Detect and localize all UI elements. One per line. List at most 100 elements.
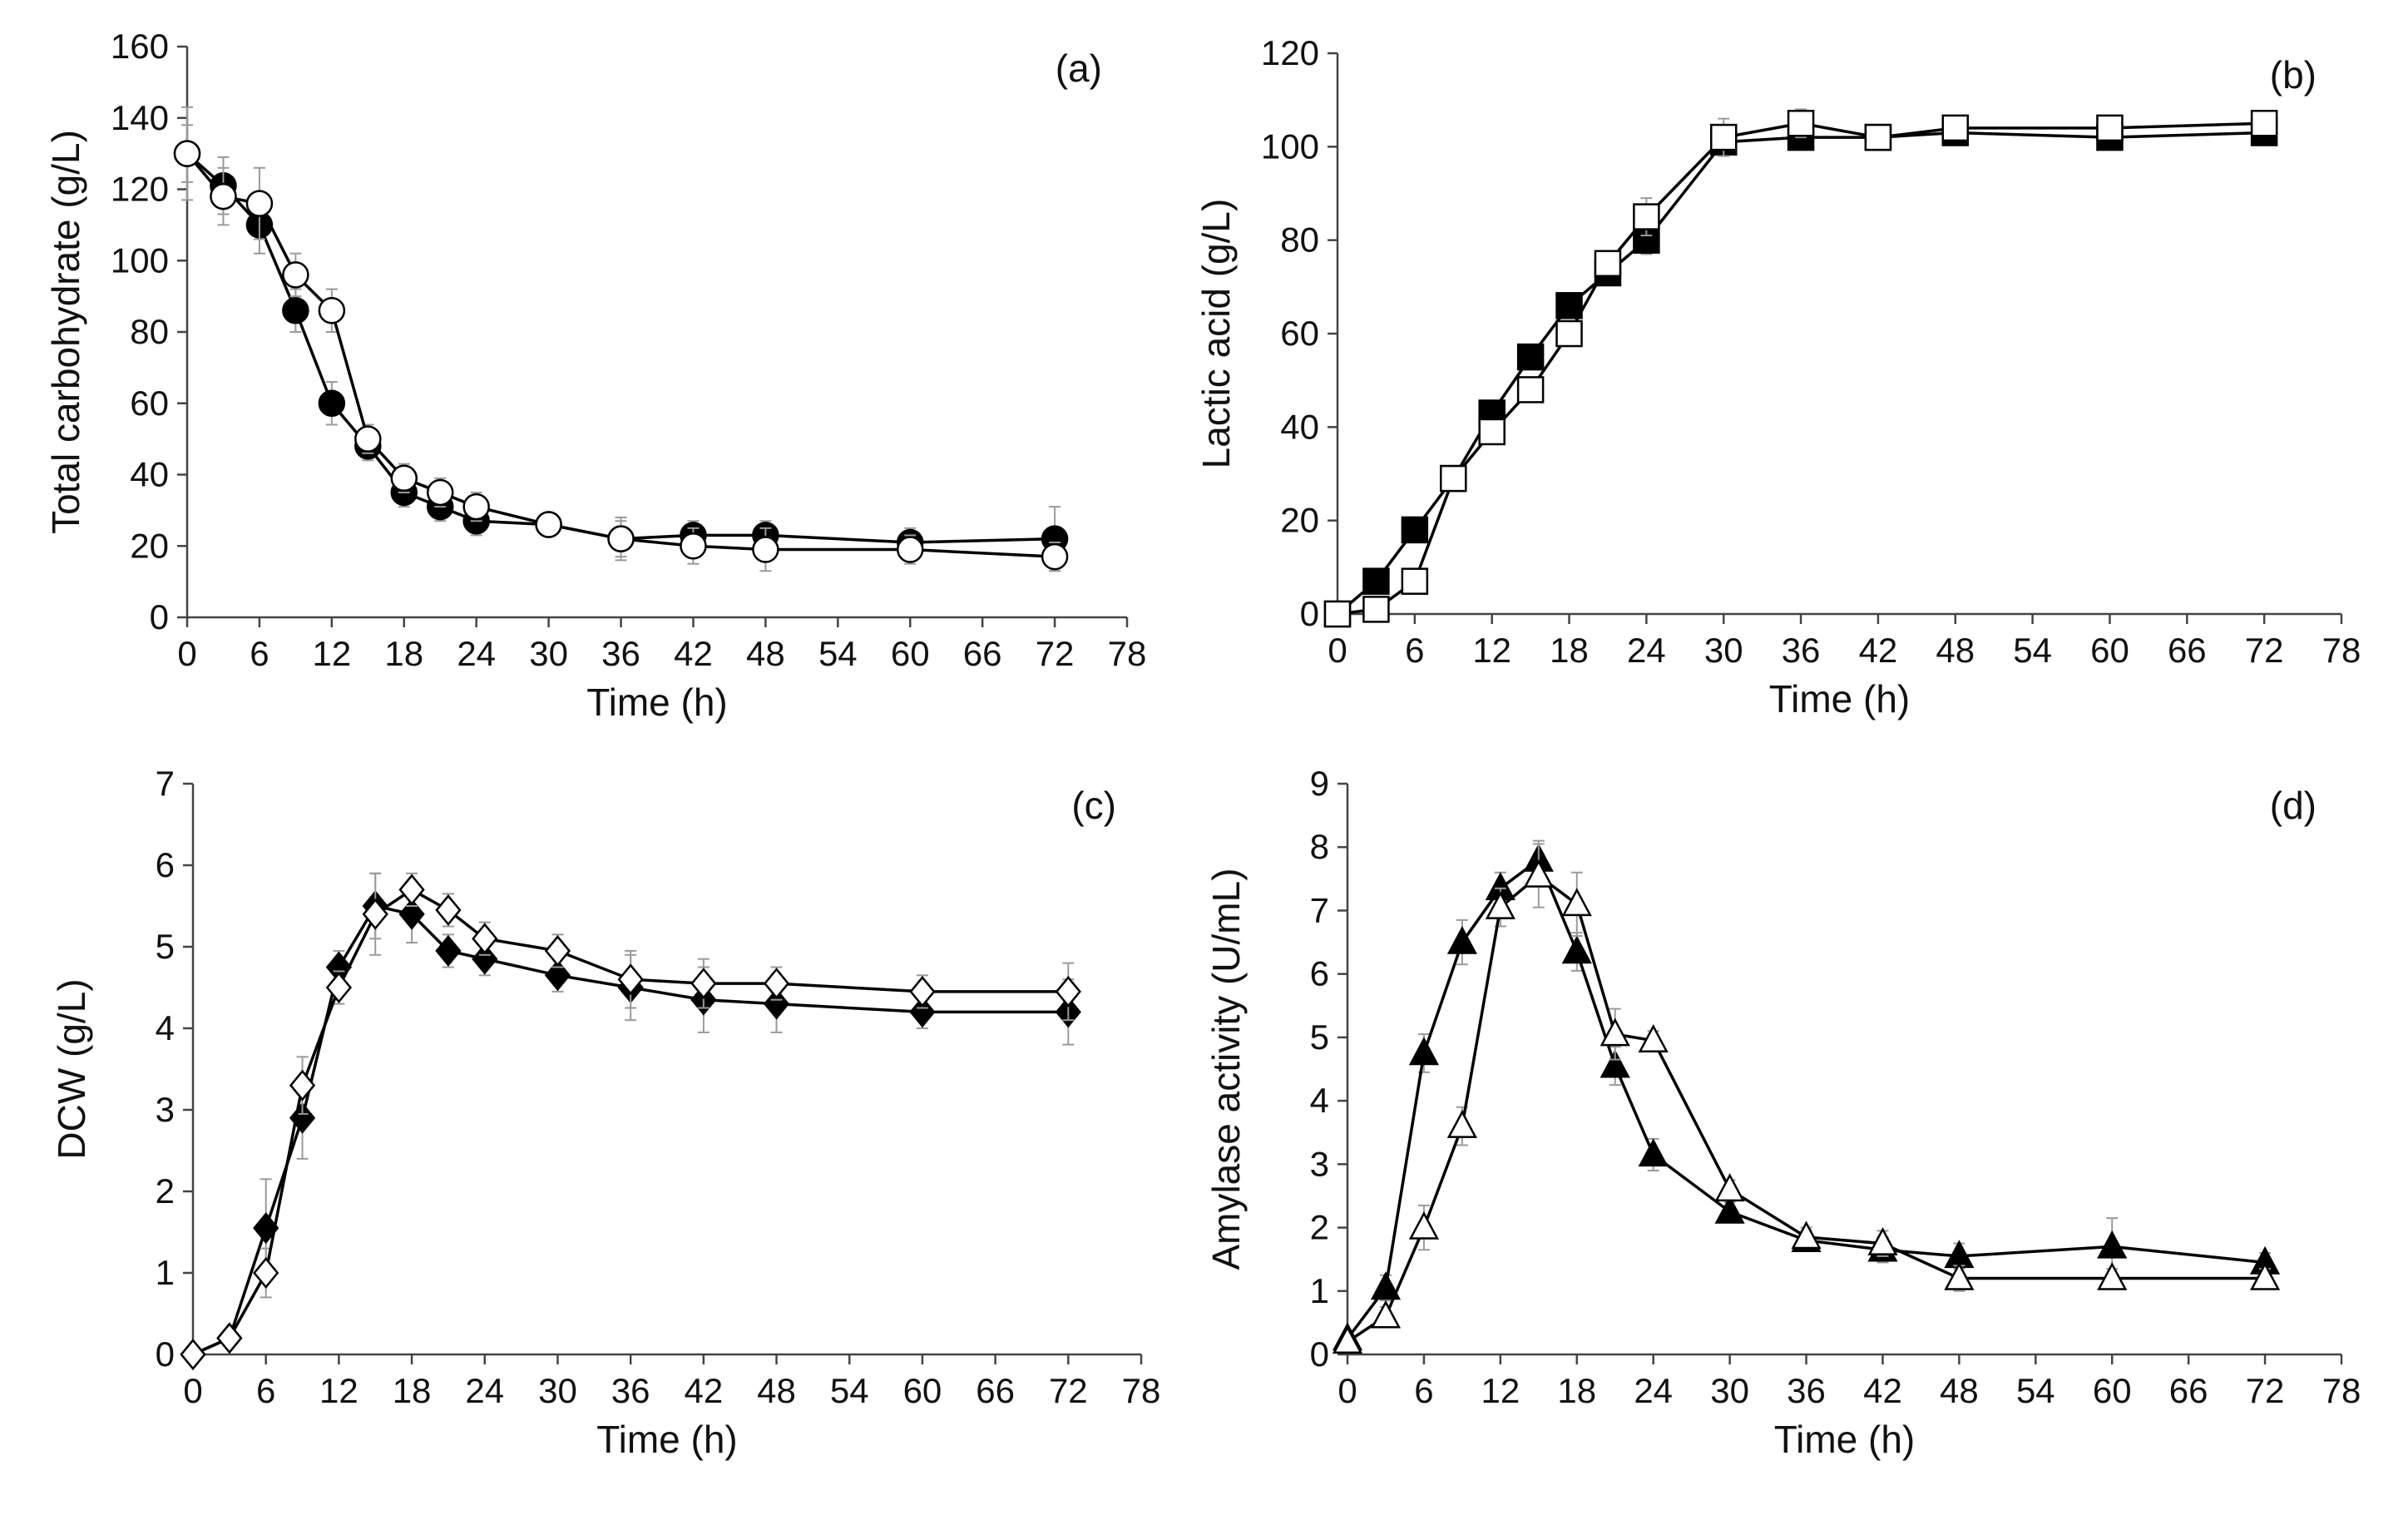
- y-tick-label: 5: [156, 927, 175, 966]
- y-tick-label: 160: [111, 27, 169, 66]
- data-point: [1638, 1024, 1669, 1052]
- data-point: [253, 1257, 279, 1289]
- y-tick-label: 2: [156, 1171, 175, 1211]
- data-point: [282, 261, 309, 289]
- data-point: [289, 1069, 316, 1102]
- x-tick-label: 54: [818, 634, 858, 673]
- data-point: [472, 923, 498, 955]
- data-point: [1864, 123, 1892, 151]
- data-point: [318, 297, 346, 324]
- x-tick-label: 78: [2322, 1371, 2361, 1410]
- data-point: [1561, 888, 1592, 917]
- y-tick-label: 100: [1261, 126, 1319, 166]
- x-tick-label: 24: [457, 634, 496, 673]
- data-point: [1485, 890, 1516, 919]
- data-point: [1408, 1037, 1440, 1066]
- panel-label: (b): [2270, 53, 2317, 97]
- x-tick-label: 18: [384, 634, 423, 673]
- x-tick-label: 24: [465, 1371, 504, 1410]
- data-point: [245, 190, 274, 217]
- data-point: [318, 389, 346, 417]
- x-tick-label: 48: [746, 634, 785, 673]
- y-tick-label: 20: [130, 526, 169, 565]
- y-tick-label: 6: [156, 845, 175, 884]
- data-point: [1041, 542, 1069, 571]
- data-point: [1408, 1211, 1440, 1240]
- y-tick-label: 60: [130, 384, 169, 423]
- data-point: [325, 972, 353, 1003]
- series-open-triangle: [1332, 843, 2281, 1354]
- panel-label: (c): [1071, 784, 1116, 827]
- series-open-circle: [173, 106, 1069, 572]
- x-axis-label: Time (h): [586, 681, 728, 724]
- x-tick-label: 18: [1557, 1371, 1596, 1410]
- x-tick-label: 60: [2090, 631, 2129, 670]
- y-tick-label: 7: [156, 764, 175, 803]
- data-point: [173, 140, 201, 167]
- data-point: [1714, 1195, 1745, 1224]
- y-axis-label: Amylase activity (U/mL): [1204, 868, 1248, 1270]
- y-tick-label: 120: [1261, 33, 1319, 72]
- y-tick-label: 9: [1310, 764, 1329, 803]
- data-point: [1332, 1325, 1363, 1354]
- x-tick-label: 54: [830, 1371, 869, 1410]
- y-tick-label: 0: [1300, 594, 1319, 633]
- x-tick-label: 30: [529, 634, 568, 673]
- data-point: [680, 532, 707, 560]
- chart-panel-b: 0 20 40 60 80 100 120 0 6 12 18 24 30 36 42 48 54 60 66 72 7…: [1194, 33, 2361, 720]
- y-tick-label: 0: [156, 1334, 175, 1374]
- data-point: [896, 536, 924, 563]
- data-point: [535, 511, 562, 538]
- x-tick-label: 72: [1049, 1371, 1088, 1410]
- y-tick-label: 1: [156, 1253, 175, 1292]
- x-tick-label: 42: [1863, 1371, 1902, 1410]
- x-axis-label: Time (h): [596, 1418, 738, 1461]
- data-point: [1944, 1261, 1975, 1290]
- data-point: [1867, 1226, 1898, 1255]
- y-axis-label: Total carbohydrate (g/L): [44, 130, 87, 534]
- data-point: [690, 968, 717, 1000]
- x-tick-label: 6: [250, 634, 269, 673]
- data-point: [1478, 418, 1506, 446]
- x-tick-label: 36: [611, 1371, 650, 1410]
- data-point: [2250, 110, 2278, 137]
- x-tick-label: 0: [1338, 1371, 1357, 1410]
- y-tick-label: 3: [1310, 1144, 1329, 1183]
- data-point: [1446, 1109, 1477, 1138]
- y-tick-label: 7: [1310, 890, 1329, 929]
- data-point: [435, 934, 462, 967]
- data-point: [1633, 203, 1660, 230]
- data-point: [1941, 114, 1970, 142]
- data-point: [354, 425, 382, 453]
- x-tick-label: 12: [1481, 1371, 1520, 1410]
- chart-panel-a: 0 20 40 60 80 100 120 140 160 0 6 12 18 24 30 36 42 48 54 6…: [44, 27, 1146, 724]
- y-axis-label: DCW (g/L): [50, 978, 93, 1159]
- data-point: [1055, 975, 1081, 1008]
- data-point: [1362, 567, 1390, 595]
- data-point: [544, 934, 571, 967]
- x-tick-label: 60: [903, 1371, 942, 1410]
- data-point: [544, 959, 571, 992]
- x-tick-label: 54: [2016, 1371, 2055, 1410]
- x-tick-label: 66: [963, 634, 1002, 673]
- x-tick-label: 66: [2169, 1371, 2208, 1410]
- y-tick-label: 0: [150, 597, 169, 636]
- data-point: [180, 1339, 206, 1370]
- series-open-diamond: [180, 872, 1081, 1370]
- y-tick-label: 40: [130, 455, 169, 494]
- x-tick-label: 12: [1472, 631, 1511, 670]
- y-tick-label: 60: [1280, 314, 1319, 353]
- data-point: [462, 493, 490, 521]
- x-tick-label: 54: [2013, 631, 2052, 670]
- y-tick-label: 20: [1280, 501, 1319, 540]
- x-tick-label: 48: [1936, 631, 1975, 670]
- data-point: [2097, 1230, 2128, 1259]
- data-point: [1638, 1138, 1669, 1167]
- x-tick-label: 42: [1859, 631, 1898, 670]
- x-tick-label: 12: [312, 634, 351, 673]
- x-tick-label: 0: [1328, 631, 1347, 670]
